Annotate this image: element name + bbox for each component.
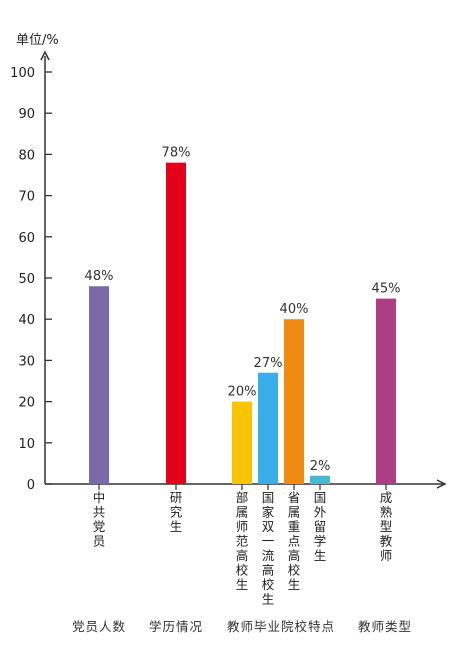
category-label: 研究生 [170, 490, 183, 534]
y-tick-label: 60 [18, 231, 35, 246]
bar-value-label: 45% [372, 282, 401, 297]
y-tick-label: 100 [10, 66, 35, 81]
bars: 48% 78% 20% 27% 40% 2% 45% [85, 146, 401, 484]
y-axis-arrow [40, 50, 50, 61]
y-tick-label: 80 [18, 148, 35, 163]
category-label: 省属重点高校生 [288, 490, 301, 592]
bar [89, 286, 109, 484]
group-label: 党员人数 [72, 619, 126, 634]
bar [376, 298, 396, 484]
group-labels: 党员人数 学历情况 教师毕业院校特点 教师类型 [72, 619, 412, 634]
bar-value-label: 40% [280, 302, 309, 317]
group-label: 教师毕业院校特点 [227, 619, 335, 634]
category-label: 成熟型教师 [380, 490, 393, 563]
y-tick-label: 0 [27, 478, 35, 493]
y-tick-label: 70 [18, 190, 35, 205]
category-label: 国外留学生 [314, 490, 327, 563]
group-label: 教师类型 [358, 619, 412, 634]
bar-value-label: 78% [162, 146, 191, 161]
bar [258, 372, 278, 484]
y-tick-label: 30 [18, 354, 35, 369]
y-tick-label: 40 [18, 313, 35, 328]
y-tick-label: 90 [18, 107, 35, 122]
category-label: 部属师范高校生 [236, 490, 249, 592]
bar-value-label: 2% [310, 459, 331, 474]
y-tick-label: 10 [18, 437, 35, 452]
bar [166, 162, 186, 484]
bar-value-label: 27% [254, 356, 283, 371]
x-axis-arrow [436, 479, 447, 489]
category-label: 中共党员 [93, 490, 106, 549]
group-label: 学历情况 [149, 619, 203, 634]
y-tick-label: 50 [18, 272, 35, 287]
y-unit-label: 单位/% [16, 33, 59, 48]
category-label: 国家双一流高校生 [262, 490, 275, 607]
bar [232, 401, 252, 484]
y-ticks: 0 10 20 30 40 50 60 70 80 90 100 [10, 66, 52, 493]
bar [310, 475, 330, 484]
bar-value-label: 20% [228, 385, 257, 400]
bar-value-label: 48% [85, 269, 114, 284]
bar [284, 319, 304, 484]
y-tick-label: 20 [18, 396, 35, 411]
